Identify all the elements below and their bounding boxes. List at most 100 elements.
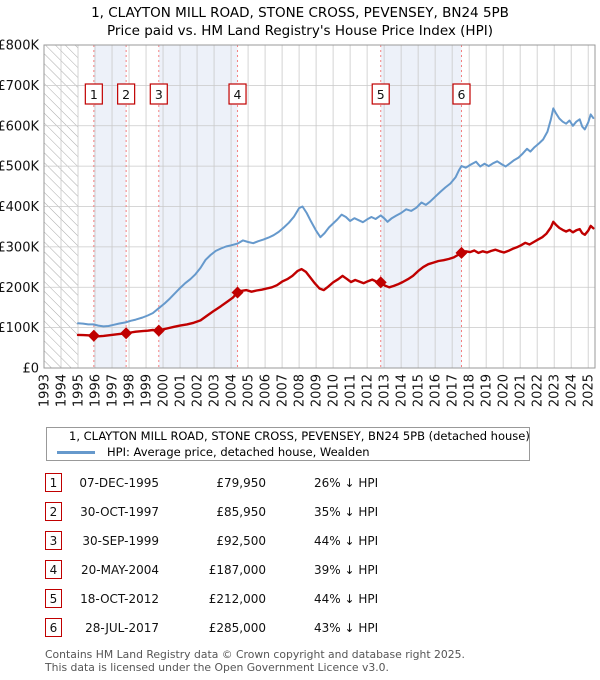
x-tick-label: 2013 [378,374,393,407]
footer: Contains HM Land Registry data © Crown c… [45,648,465,675]
footer-licence: This data is licensed under the Open Gov… [45,660,389,674]
legend-label-price-paid: 1, CLAYTON MILL ROAD, STONE CROSS, PEVEN… [69,429,530,443]
sale-date: 18-OCT-2012 [80,591,159,606]
sale-number: 5 [45,589,62,608]
x-tick-label: 2021 [514,374,529,407]
y-tick-label: £300K [0,240,39,255]
x-tick-label: 1994 [55,374,70,407]
x-tick-label: 2008 [293,374,308,407]
sale-point-4 [231,286,244,299]
table-row: 4 20-MAY-2004 £187,000 39% ↓ HPI [45,560,378,579]
x-tick-label: 2004 [225,374,240,407]
x-tick-label: 2009 [310,374,325,407]
x-tick-label: 2024 [565,374,580,407]
table-row: 5 18-OCT-2012 £212,000 44% ↓ HPI [45,589,378,608]
y-tick-label: £400K [0,200,39,215]
x-tick-label: 2020 [497,374,512,407]
sale-date-lines [93,45,463,368]
sale-number-box-2 [117,83,136,105]
x-axis-labels: 1993 1994 1995 1996 1997 1998 1999 2000 2001 2002… [38,374,597,407]
x-tick-label: 2014 [395,374,410,407]
sale-number-box-4 [228,83,247,105]
table-row: 6 28-JUL-2017 £285,000 43% ↓ HPI [45,618,378,637]
sale-point-2 [120,327,133,340]
sale-hpi-diff: 43% ↓ HPI [314,620,379,635]
y-tick-label: £800K [0,39,39,54]
sale-hpi-diff: 44% ↓ HPI [314,533,379,548]
sale-price: £187,000 [208,562,266,577]
hpi-line-swatch [57,450,95,454]
hpi-line [77,107,595,328]
x-tick-label: 2011 [344,374,359,407]
x-tick-label: 1996 [89,374,104,407]
x-tick-label: 2018 [463,374,478,407]
x-tick-label: 1998 [123,374,138,407]
x-tick-label: 2019 [480,374,495,407]
x-tick-label: 1997 [106,374,121,407]
y-tick-label: £500K [0,160,39,175]
chart-subtitle: Price paid vs. HM Land Registry's House … [107,23,493,39]
sale-number-label-3: 3 [155,87,163,102]
x-tick-label: 2023 [548,374,563,407]
x-tick-label: 2012 [361,374,376,407]
sales-table: 1 07-DEC-1995 £79,950 26% ↓ HPI 2 30-OCT-1997… [45,473,378,637]
sale-price: £79,950 [216,475,266,490]
sale-number: 3 [45,531,62,550]
sale-date: 28-JUL-2017 [85,620,159,635]
x-tick-label: 2000 [157,374,172,407]
sale-date: 07-DEC-1995 [79,475,159,490]
x-tick-label: 2003 [208,374,223,407]
y-tick-label: £0 [22,362,39,377]
y-tick-label: £100K [0,321,39,336]
legend-item-price-paid: 1, CLAYTON MILL ROAD, STONE CROSS, PEVEN… [47,429,530,443]
sale-number: 2 [45,502,62,521]
legend-label-hpi: HPI: Average price, detached house, Weal… [107,445,370,459]
sale-number-box-1 [84,83,103,105]
y-tick-label: £200K [0,281,39,296]
sale-hpi-diff: 26% ↓ HPI [314,475,379,490]
sale-point-3 [152,324,165,337]
price-paid-line [76,220,595,338]
sale-point-1 [87,329,100,342]
sale-points [87,246,468,342]
sale-number-label-4: 4 [234,87,242,102]
sale-number-box-6 [452,83,471,105]
sale-number-label-5: 5 [377,87,385,102]
sale-price: £92,500 [216,533,266,548]
legend-item-hpi: HPI: Average price, detached house, Weal… [47,445,529,459]
plot-border [43,44,596,369]
table-row: 1 07-DEC-1995 £79,950 26% ↓ HPI [45,473,378,492]
sale-number-label-2: 2 [122,87,130,102]
footer-copyright: Contains HM Land Registry data © Crown c… [45,648,465,661]
x-tick-label: 2016 [429,374,444,407]
sale-hpi-diff: 39% ↓ HPI [314,562,379,577]
sale-point-6 [455,246,468,259]
sale-hpi-diff: 44% ↓ HPI [314,591,379,606]
x-tick-label: 2005 [242,374,257,407]
price-chart: 1 2 3 4 5 6 £0 £100K £200K £300K £400K £500K £600K £7… [0,39,597,408]
x-tick-label: 2007 [276,374,291,407]
sale-number: 1 [45,473,62,492]
sale-price: £85,950 [216,504,266,519]
x-tick-label: 1999 [140,374,155,407]
sale-number-boxes: 1 2 3 4 5 6 [84,83,471,105]
sale-price: £212,000 [208,591,266,606]
sale-number-label-6: 6 [458,87,466,102]
y-tick-label: £700K [0,79,39,94]
sale-number: 4 [45,560,62,579]
x-tick-label: 2002 [191,374,206,407]
x-tick-label: 2022 [531,374,546,407]
sale-hpi-diff: 35% ↓ HPI [314,504,379,519]
sale-date: 30-SEP-1999 [82,533,159,548]
sale-price: £285,000 [208,620,266,635]
x-tick-label: 2025 [582,374,597,407]
table-row: 2 30-OCT-1997 £85,950 35% ↓ HPI [45,502,378,521]
sale-number: 6 [45,618,62,637]
sale-number-label-1: 1 [90,87,98,102]
chart-title: 1, CLAYTON MILL ROAD, STONE CROSS, PEVEN… [91,5,509,21]
x-tick-label: 1993 [38,374,53,407]
legend: 1, CLAYTON MILL ROAD, STONE CROSS, PEVEN… [46,427,530,461]
x-tick-label: 2015 [412,374,427,407]
x-tick-label: 2001 [174,374,189,407]
